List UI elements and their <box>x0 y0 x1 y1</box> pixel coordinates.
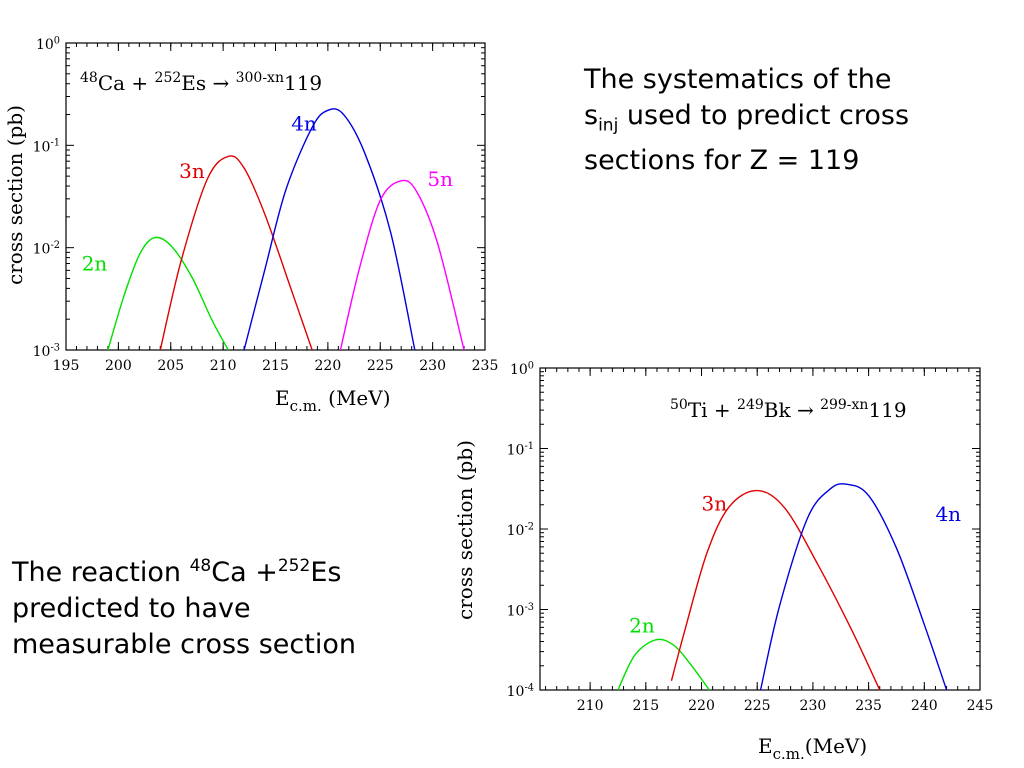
series-line-2n <box>107 236 229 351</box>
caption-bottom: The reaction 48Ca +252Es predicted to ha… <box>12 548 432 663</box>
caption-bottom-line2: predicted to have <box>12 593 251 624</box>
series-line-2n <box>617 638 710 691</box>
y-tick-label: 10-2 <box>507 521 534 539</box>
series-line-3n <box>159 155 313 351</box>
series-label-4n: 4n <box>291 111 317 135</box>
y-tick-label: 10-4 <box>507 682 534 700</box>
caption-top-line3: sections for Z = 119 <box>584 145 860 177</box>
y-tick-label: 10-3 <box>507 602 534 620</box>
y-tick-label: 100 <box>36 35 60 53</box>
x-tick-label: 200 <box>105 358 132 374</box>
caption-top-line2: sinj used to predict cross <box>584 100 910 136</box>
x-tick-label: 210 <box>577 698 604 714</box>
series-label-3n: 3n <box>179 159 205 183</box>
x-tick-label: 195 <box>53 358 80 374</box>
x-tick-label: 245 <box>967 698 994 714</box>
x-tick-label: 220 <box>315 358 342 374</box>
y-tick-label: 10-3 <box>33 342 60 360</box>
x-tick-label: 210 <box>210 358 237 374</box>
y-tick-label: 10-1 <box>507 441 534 459</box>
caption-bottom-line3: measurable cross section <box>12 629 356 660</box>
x-tick-label: 215 <box>632 698 659 714</box>
caption-bottom-line1: The reaction 48Ca +252Es <box>12 556 342 588</box>
x-tick-label: 230 <box>800 698 827 714</box>
x-tick-label: 240 <box>911 698 938 714</box>
x-tick-label: 235 <box>472 358 499 374</box>
series-label-5n: 5n <box>427 167 453 191</box>
y-tick-label: 10-1 <box>33 138 60 156</box>
y-axis-label: cross section (pb) <box>453 440 477 620</box>
series-line-5n <box>339 179 465 351</box>
series-line-3n <box>670 489 881 691</box>
series-line-4n <box>759 483 948 691</box>
caption-top-line1: The systematics of the <box>584 64 892 95</box>
series-label-2n: 2n <box>82 251 108 275</box>
x-tick-label: 220 <box>688 698 715 714</box>
x-tick-label: 230 <box>419 358 446 374</box>
x-tick-label: 225 <box>367 358 394 374</box>
x-tick-label: 215 <box>262 358 289 374</box>
series-line-4n <box>243 108 416 351</box>
x-tick-label: 205 <box>157 358 184 374</box>
x-axis-label: Ec.m.(MeV) <box>758 734 867 763</box>
series-label-3n: 3n <box>702 491 728 515</box>
plot-frame <box>539 367 981 691</box>
y-axis-label: cross section (pb) <box>3 105 27 285</box>
reaction-title: 48Ca + 252Es → 300-xn119 <box>80 70 322 95</box>
y-tick-label: 10-2 <box>33 240 60 258</box>
chart-2: 100 10-1 10-2 10-3 10-4 210 215 220 225 230 235 240… <box>453 360 993 763</box>
x-axis-label: Ec.m. (MeV) <box>275 386 391 415</box>
reaction-title: 50Ti + 249Bk → 299-xn119 <box>670 397 907 422</box>
x-tick-label: 225 <box>744 698 771 714</box>
series-label-4n: 4n <box>935 502 961 526</box>
series-label-2n: 2n <box>629 613 655 637</box>
y-tick-label: 100 <box>510 360 534 378</box>
caption-top: The systematics of the sinj used to pred… <box>584 62 1004 179</box>
x-tick-label: 235 <box>855 698 882 714</box>
